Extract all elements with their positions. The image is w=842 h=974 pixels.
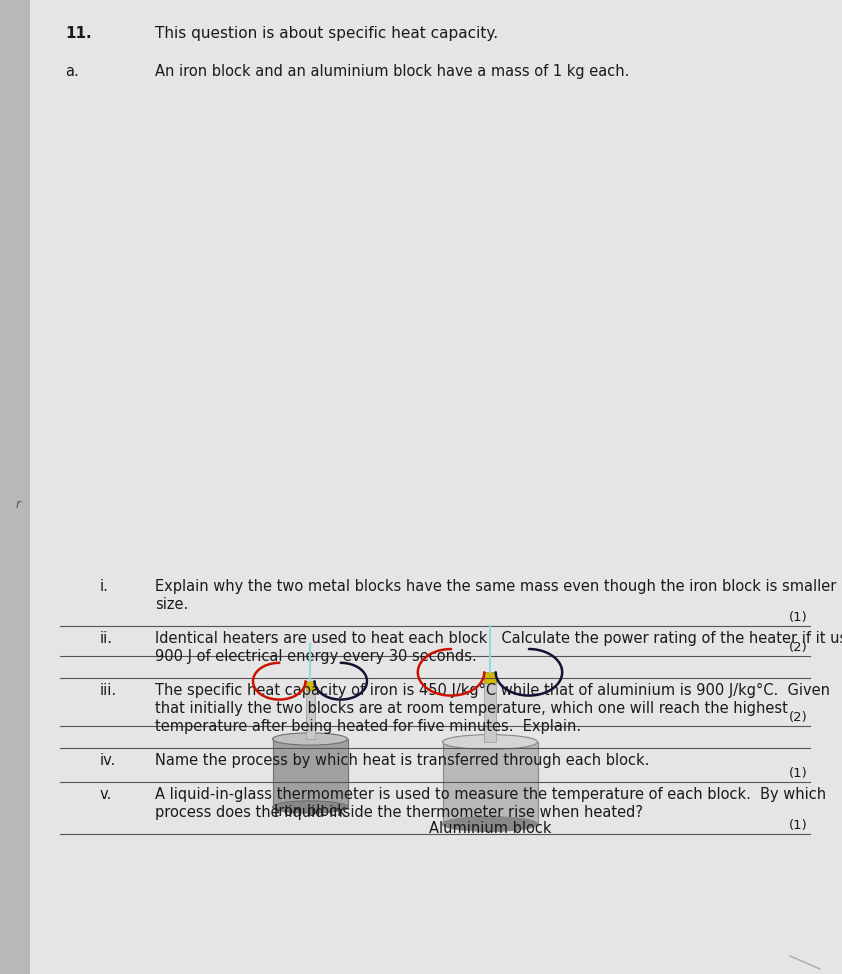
Text: (1): (1) [789, 767, 808, 780]
Text: that initially the two blocks are at room temperature, which one will reach the : that initially the two blocks are at roo… [155, 701, 788, 716]
Text: temperature after being heated for five minutes.  Explain.: temperature after being heated for five … [155, 719, 581, 734]
Text: An iron block and an aluminium block have a mass of 1 kg each.: An iron block and an aluminium block hav… [155, 64, 629, 79]
Text: i.: i. [100, 579, 109, 594]
Text: process does the liquid inside the thermometer rise when heated?: process does the liquid inside the therm… [155, 805, 643, 820]
Text: 11.: 11. [65, 26, 92, 41]
Text: 900 J of electrical energy every 30 seconds.: 900 J of electrical energy every 30 seco… [155, 649, 477, 664]
Text: Identical heaters are used to heat each block.  Calculate the power rating of th: Identical heaters are used to heat each … [155, 631, 842, 646]
Bar [484, 672, 496, 683]
Text: (1): (1) [789, 611, 808, 624]
Bar [306, 681, 315, 739]
Bar [484, 672, 496, 742]
Ellipse shape [443, 734, 537, 749]
Text: Explain why the two metal blocks have the same mass even though the iron block i: Explain why the two metal blocks have th… [155, 579, 842, 594]
Text: iii.: iii. [100, 683, 117, 698]
Text: The specific heat capacity of iron is 450 J/kg°C while that of aluminium is 900 : The specific heat capacity of iron is 45… [155, 683, 830, 698]
Text: Iron block: Iron block [274, 804, 346, 819]
Text: A liquid-in-glass thermometer is used to measure the temperature of each block. : A liquid-in-glass thermometer is used to… [155, 787, 826, 802]
Text: r: r [15, 498, 20, 510]
Bar [443, 742, 537, 824]
Text: iv.: iv. [100, 753, 116, 768]
Text: (1): (1) [789, 819, 808, 832]
Text: size.: size. [155, 597, 189, 612]
Bar [273, 739, 348, 807]
Bar [306, 681, 315, 690]
Text: (2): (2) [789, 641, 808, 654]
Text: v.: v. [100, 787, 112, 802]
Text: a.: a. [65, 64, 79, 79]
Bar [0, 0, 30, 974]
Text: ii.: ii. [100, 631, 113, 646]
Text: Name the process by which heat is transferred through each block.: Name the process by which heat is transf… [155, 753, 649, 768]
Text: (2): (2) [789, 711, 808, 724]
Ellipse shape [273, 732, 348, 745]
Text: Aluminium block: Aluminium block [429, 821, 552, 836]
Ellipse shape [443, 816, 537, 832]
Text: This question is about specific heat capacity.: This question is about specific heat cap… [155, 26, 498, 41]
Ellipse shape [273, 801, 348, 813]
